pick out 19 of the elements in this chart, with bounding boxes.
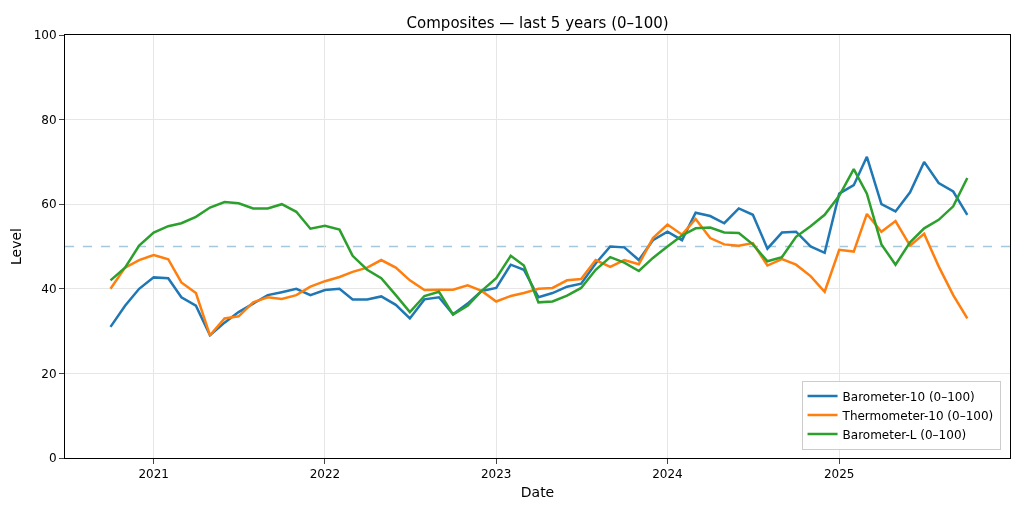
x-tick-label: 2021 [138, 467, 169, 482]
line-series [109, 212, 969, 337]
x-tick-label: 2022 [309, 467, 341, 482]
x-tick-label: 2025 [823, 467, 855, 482]
x-tick-label: 2023 [480, 467, 512, 482]
y-tick-label: 60 [41, 197, 57, 212]
y-tick-label: 0 [48, 451, 57, 466]
line-series [109, 167, 969, 316]
y-tick-label: 40 [41, 282, 57, 296]
y-tick-label: 100 [33, 28, 57, 43]
legend-label: Thermometer-10 (0–100) [841, 408, 994, 423]
legend-label: Barometer-L (0–100) [842, 427, 967, 442]
chart-title: Composites — last 5 years (0–100) [406, 14, 669, 33]
y-axis-title: Level [8, 228, 25, 265]
y-tick-label: 20 [41, 366, 57, 381]
legend-label: Barometer-10 (0–100) [842, 389, 975, 404]
x-axis-title: Date [520, 483, 555, 500]
y-tick-label: 80 [41, 112, 57, 127]
x-tick-label: 2024 [652, 467, 683, 482]
